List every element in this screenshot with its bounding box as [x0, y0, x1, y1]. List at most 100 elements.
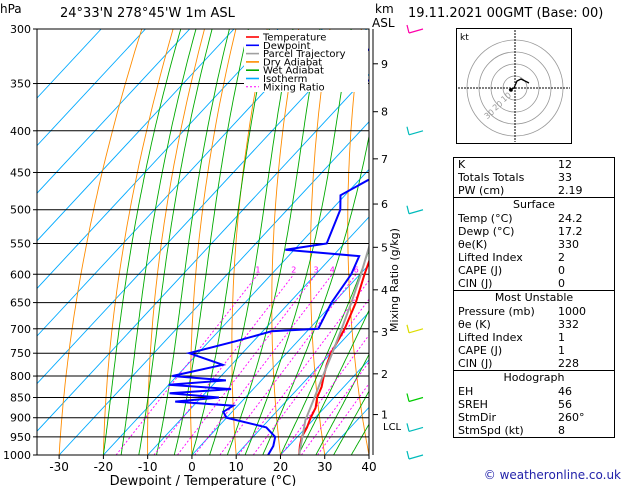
top-row: Totals Totals 33: [454, 171, 614, 184]
km-tick-label: 4: [381, 284, 388, 297]
unstable-label: Pressure (mb): [458, 305, 535, 318]
temp-tick-label: 10: [229, 460, 244, 474]
legend-label: Temperature: [262, 33, 326, 44]
wind-barb: [408, 396, 424, 403]
hodo-label: EH: [458, 385, 474, 398]
unstable-value: 1: [558, 331, 565, 344]
km-label: km: [375, 2, 394, 16]
surface-label: Dewp (°C): [458, 225, 515, 238]
legend-label: Mixing Ratio: [263, 82, 325, 93]
top-value: 33: [558, 171, 572, 184]
hodograph-heading: Hodograph: [454, 370, 614, 385]
unstable-value: 332: [558, 318, 579, 331]
plot-area: 1 2 3 4 6 8 10 15 20 25: [37, 29, 458, 455]
indices-top-section: K 12 Totals Totals 33 PW (cm) 2.19: [454, 158, 614, 197]
hodo-value: 8: [558, 424, 565, 437]
hodo-row: StmDir 260°: [454, 411, 614, 424]
hpa-label: hPa: [0, 2, 22, 16]
pressure-tick-label: 450: [10, 166, 31, 179]
most-unstable-section: Pressure (mb) 1000 θe (K) 332 Lifted Index 1 C…: [454, 305, 614, 370]
pressure-tick-label: 850: [10, 391, 31, 404]
wet-adiabat: [297, 309, 369, 455]
surface-value: 330: [558, 238, 579, 251]
pressure-tick-label: 350: [10, 78, 31, 91]
series-dewpoint: [168, 48, 369, 455]
mixing-ratio-line: [252, 298, 369, 455]
pressure-tick-label: 750: [10, 347, 31, 360]
wind-barb: [408, 328, 424, 334]
plot-frame: [36, 28, 370, 456]
dry-adiabat: [58, 29, 143, 455]
legend-label: Dry Adiabat: [263, 57, 322, 68]
isotherm-line: [37, 29, 191, 194]
unstable-value: 1000: [558, 305, 586, 318]
isotherm-line: [147, 216, 369, 455]
mixing-ratio-label: 20: [428, 265, 438, 274]
mixing-ratio-label: 3: [313, 265, 318, 274]
hodo-value: 56: [558, 398, 572, 411]
wind-barb-flag: [406, 450, 410, 460]
x-axis-title: Dewpoint / Temperature (°C): [110, 474, 297, 486]
temp-tick-label: 20: [273, 460, 288, 474]
hodo-label: SREH: [458, 398, 488, 411]
km-tick-label: 5: [381, 241, 388, 254]
hodo-row: EH 46: [454, 385, 614, 398]
wind-barb-flag: [406, 126, 410, 135]
wind-barb: [408, 130, 424, 136]
pressure-tick-label: 700: [10, 323, 31, 336]
temp-tick-label: 40: [361, 460, 376, 474]
pressure-tick-label: 900: [10, 412, 31, 425]
surface-value: 0: [558, 277, 565, 290]
km-tick-label: 1: [381, 409, 388, 422]
temp-tick-label: -20: [94, 460, 114, 474]
mixing-ratio-axis-title: Mixing Ratio (g/kg): [388, 228, 401, 332]
mixing-ratio-line: [194, 273, 333, 455]
mixing-ratio-label: 15: [409, 265, 419, 274]
isotherm-line: [58, 121, 369, 455]
km-tick-label: 8: [381, 106, 388, 119]
copyright-notice: © weatheronline.co.uk: [483, 468, 621, 482]
top-row: PW (cm) 2.19: [454, 184, 614, 197]
unstable-row: CAPE (J) 1: [454, 344, 614, 357]
pressure-tick-label: 1000: [3, 449, 31, 462]
legend-label: Dewpoint: [263, 41, 311, 52]
km-tick-label: 7: [381, 153, 388, 166]
mixing-ratio-label: 1: [255, 265, 260, 274]
unstable-row: CIN (J) 228: [454, 357, 614, 370]
unstable-label: θe (K): [458, 318, 491, 331]
pressure-tick-label: 550: [10, 237, 31, 250]
top-row: K 12: [454, 158, 614, 171]
hodo-label: StmDir: [458, 411, 497, 424]
wind-barb-flag: [406, 205, 410, 214]
wet-adiabat: [315, 353, 369, 455]
wet-adiabat: [333, 390, 369, 455]
unstable-label: Lifted Index: [458, 331, 523, 344]
mixing-ratio-label: 4: [330, 265, 335, 274]
mixing-ratio-line: [177, 273, 317, 455]
dry-adiabat: [419, 29, 458, 455]
wind-barb: [408, 454, 424, 460]
surface-row: CIN (J) 0: [454, 277, 614, 290]
pressure-tick-label: 950: [10, 431, 31, 444]
pressure-tick-label: 650: [10, 297, 31, 310]
hodograph-unit: kt: [460, 33, 469, 43]
pressure-tick-label: 300: [10, 23, 31, 36]
hodo-value: 260°: [558, 411, 585, 424]
mixing-ratio-label: 25: [443, 265, 453, 274]
unstable-row: θe (K) 332: [454, 318, 614, 331]
hodo-value: 46: [558, 385, 572, 398]
km-tick-label: 6: [381, 198, 388, 211]
mixing-ratio-line: [219, 273, 357, 455]
wind-barb: [408, 28, 424, 34]
legend-label: Isotherm: [263, 74, 307, 85]
isotherm-line: [37, 29, 146, 147]
wind-barb-flag: [406, 393, 410, 402]
km-tick-label: 9: [381, 58, 388, 71]
isotherm-line: [37, 29, 235, 242]
hodograph-section: EH 46 SREH 56 StmDir 260° StmSpd (kt) 8: [454, 385, 614, 437]
lcl-label: LCL: [383, 422, 402, 433]
surface-value: 0: [558, 264, 565, 277]
location-title: 24°33'N 278°45'W 1m ASL: [60, 6, 235, 21]
